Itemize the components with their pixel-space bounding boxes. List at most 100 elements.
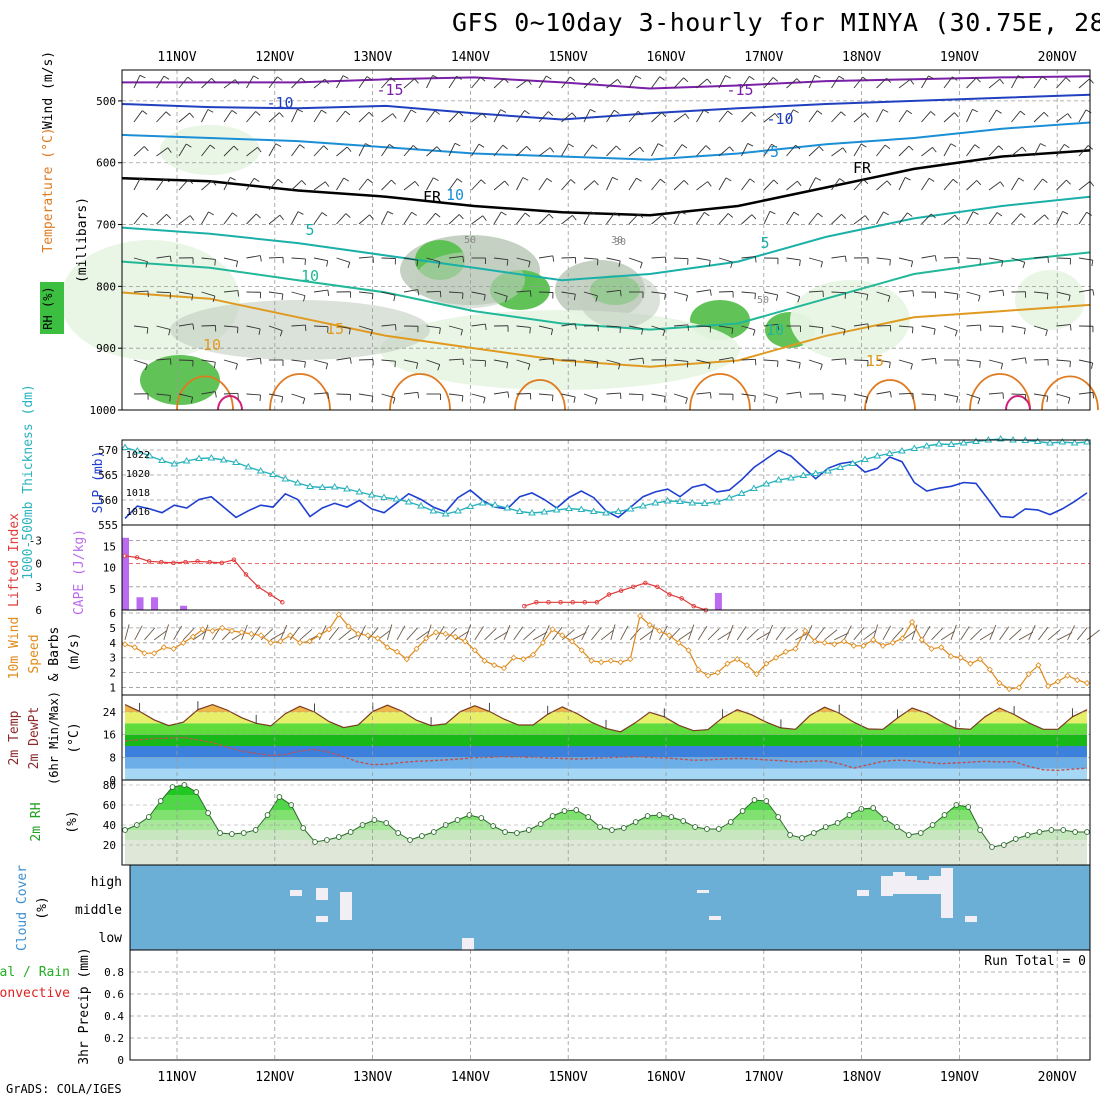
- wind-barb: [471, 143, 480, 157]
- rh-point: [977, 827, 983, 833]
- wind-barb: [921, 357, 936, 361]
- wind-barb: [590, 211, 597, 216]
- wind-barb: [904, 177, 911, 181]
- date-label-top: 15NOV: [549, 50, 588, 65]
- wind-barb: [988, 78, 1001, 89]
- wind-barb: [882, 109, 889, 113]
- wind-speed-point: [539, 639, 546, 646]
- date-label-bottom: 13NOV: [353, 1070, 392, 1085]
- wind-barb: [838, 75, 845, 80]
- wind-barb: [950, 143, 957, 148]
- wind-speed-point: [724, 660, 731, 667]
- wind-barb: [336, 110, 346, 123]
- wind-barb: [480, 179, 486, 185]
- wind-barb: [144, 627, 156, 641]
- wind-barb: [952, 178, 958, 184]
- wind-barb: [1067, 113, 1072, 119]
- wind-barb: [187, 76, 193, 82]
- wind-barb: [668, 627, 681, 641]
- wind-barb: [808, 325, 823, 329]
- wind-barb: [538, 178, 548, 191]
- wind-barb: [156, 213, 167, 225]
- wind-barb: [299, 628, 313, 641]
- contour-label: 10: [766, 321, 784, 339]
- wind-barb: [268, 291, 283, 295]
- pressure-tick-label: 500: [96, 95, 116, 108]
- rh-shading: [170, 300, 430, 360]
- wind-speed-point: [549, 626, 556, 633]
- wind-barb: [863, 629, 877, 641]
- thickness-point: [417, 502, 425, 509]
- wind-barb: [493, 144, 504, 157]
- thickness-point: [552, 506, 561, 513]
- wind-speed-point: [977, 656, 984, 663]
- wind-legend: Wind (m/s): [41, 51, 56, 129]
- wind-barb: [201, 144, 211, 157]
- wind-barb: [972, 108, 979, 113]
- cloud-block: [316, 888, 328, 900]
- wind-barb: [124, 624, 130, 640]
- wind-speed-point: [355, 630, 362, 637]
- wind-barb: [381, 77, 392, 89]
- wind-speed-point: [763, 660, 770, 667]
- wind-speed-point: [802, 627, 809, 634]
- thickness-point: [478, 499, 487, 506]
- wind-barb: [773, 179, 779, 185]
- wind-barb: [821, 327, 824, 334]
- wind-barb: [673, 257, 689, 260]
- wind-barb: [1000, 363, 1004, 370]
- wind-barb: [416, 630, 430, 641]
- rh-point: [965, 804, 972, 810]
- wind-barb: [876, 180, 888, 191]
- thickness-point: [232, 458, 240, 465]
- wind-barb: [591, 627, 602, 641]
- cloud-block: [290, 890, 302, 896]
- wind-barb: [454, 142, 461, 147]
- wind-barb: [156, 147, 169, 157]
- wind-speed-point: [938, 644, 945, 651]
- rh-point: [514, 830, 520, 836]
- cape-bar: [136, 597, 144, 610]
- wind-barb: [930, 111, 936, 116]
- wind-barb: [456, 75, 462, 80]
- wind-barb: [163, 75, 170, 80]
- wind-barb: [403, 289, 418, 293]
- thickness-point: [947, 440, 956, 447]
- wind-barb: [1086, 211, 1092, 216]
- thickness-point: [811, 469, 820, 476]
- wind-axis-label-2: Speed: [27, 634, 42, 673]
- wind-barb: [297, 211, 304, 215]
- wind-barb: [696, 392, 711, 395]
- wind-barb: [853, 179, 864, 191]
- wind-barb: [1089, 181, 1095, 187]
- date-label-top: 20NOV: [1038, 50, 1077, 65]
- wind-barb: [516, 290, 531, 293]
- wind-barb: [133, 110, 143, 123]
- wind-barb: [673, 113, 686, 123]
- thickness-point: [1058, 438, 1067, 445]
- wind-speed-point: [471, 647, 478, 654]
- rh-point: [561, 808, 568, 814]
- wind-barb: [731, 328, 734, 335]
- wind-barb: [966, 359, 981, 363]
- wind-speed-point: [568, 638, 576, 645]
- wind-barb: [834, 632, 849, 641]
- rh-point: [668, 814, 675, 820]
- wind-barb: [403, 181, 416, 191]
- wind-barb: [291, 180, 303, 191]
- wind-barb: [864, 215, 870, 221]
- wind-tick-label: 4: [109, 637, 116, 650]
- wind-barb: [921, 625, 931, 641]
- wind-barb: [628, 110, 639, 123]
- wind-barb: [343, 177, 350, 182]
- wind-barb: [202, 624, 209, 640]
- wind-barb: [223, 212, 233, 225]
- wind-barb: [291, 77, 302, 89]
- wind-barb: [818, 146, 824, 152]
- wind-barb: [651, 325, 665, 331]
- wind-barb: [696, 109, 705, 123]
- cloud-block: [697, 890, 709, 893]
- thickness-point: [910, 444, 919, 451]
- rh-point: [217, 830, 223, 836]
- wind-barb: [279, 214, 285, 221]
